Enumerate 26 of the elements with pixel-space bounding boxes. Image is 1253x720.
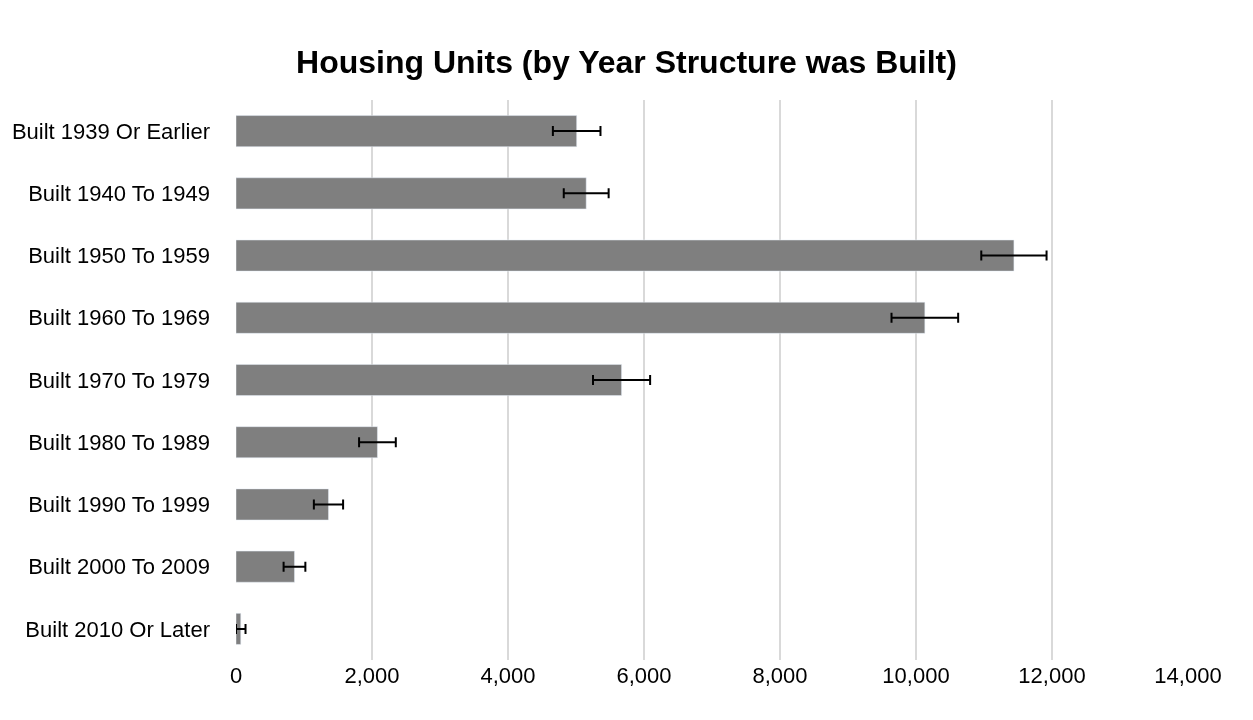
y-tick-label: Built 1940 To 1949	[28, 181, 210, 207]
y-tick-label: Built 1960 To 1969	[28, 305, 210, 331]
bar	[236, 488, 329, 521]
y-tick-label: Built 1980 To 1989	[28, 429, 210, 455]
x-tick-label: 2,000	[344, 663, 400, 688]
y-tick-label: Built 2010 Or Later	[25, 616, 210, 642]
y-tick-label: Built 1990 To 1999	[28, 492, 210, 518]
bar	[236, 115, 577, 147]
y-tick-label: Built 2000 To 2009	[28, 554, 210, 580]
x-tick-label: 4,000	[480, 663, 536, 688]
y-tick-label: Built 1970 To 1979	[28, 367, 210, 393]
bar	[236, 364, 622, 396]
x-tick-label: 12,000	[1018, 663, 1086, 688]
x-tick-label: 8,000	[752, 663, 808, 688]
x-tick-label: 6,000	[616, 663, 672, 688]
y-tick-label: Built 1950 To 1959	[28, 243, 210, 269]
bar	[236, 301, 926, 334]
bar	[236, 177, 587, 210]
x-tick-label: 0	[229, 663, 243, 688]
y-tick-label: Built 1939 Or Earlier	[11, 118, 210, 144]
chart-title: Housing Units (by Year Structure was Built)	[296, 43, 957, 80]
x-tick-label: 14,000	[1154, 663, 1222, 688]
bar	[236, 239, 1015, 272]
bar	[236, 550, 295, 583]
bar	[236, 426, 378, 459]
x-tick-label: 10,000	[882, 663, 950, 688]
